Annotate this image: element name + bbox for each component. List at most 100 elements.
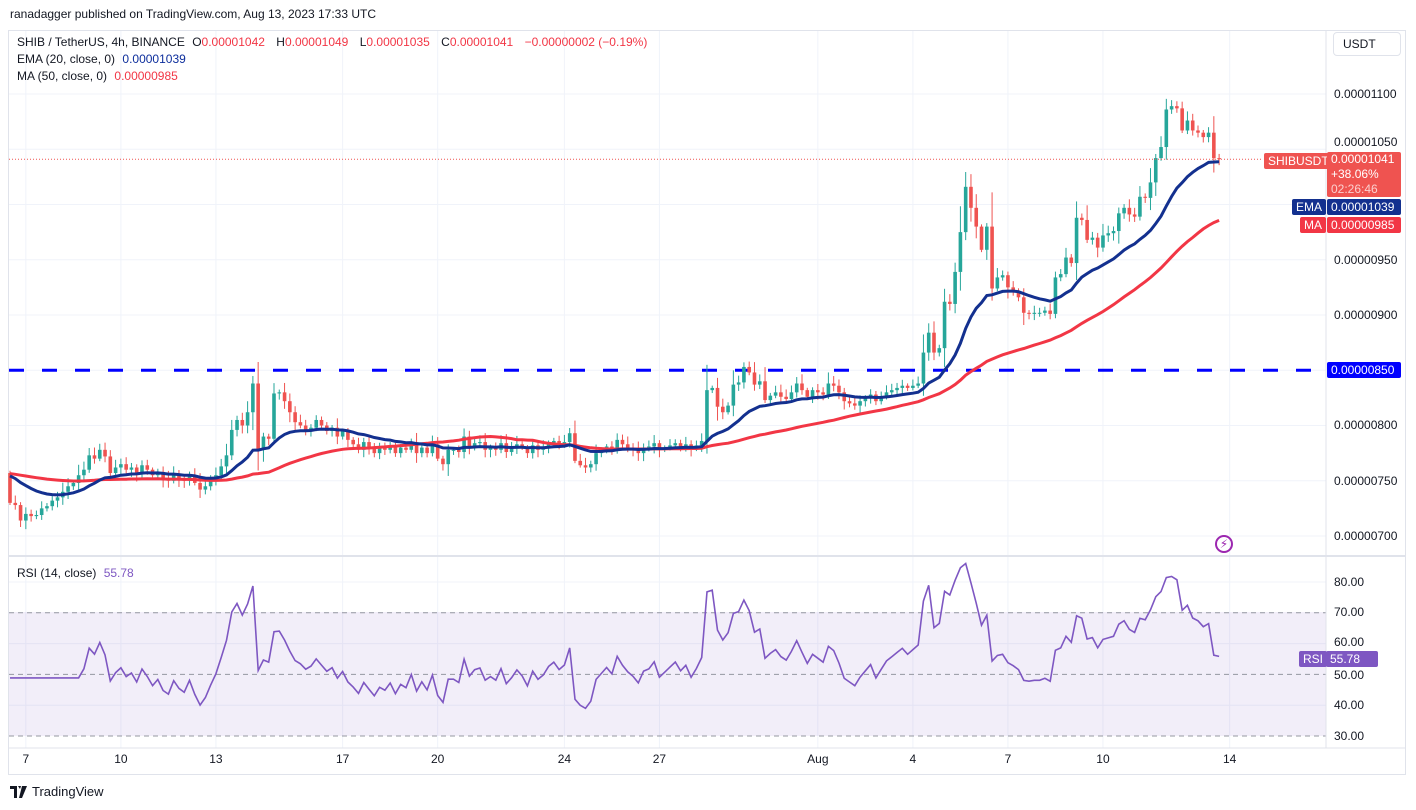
candle-down	[298, 422, 303, 426]
ma-value: 0.00000985	[114, 69, 178, 83]
candle-down	[1175, 106, 1179, 109]
candle-up	[398, 447, 403, 454]
candle-up	[314, 419, 319, 428]
legend-ma-row[interactable]: MA (50, close, 0) 0.00000985	[17, 69, 182, 83]
candle-down	[435, 444, 440, 459]
legend-rsi-row[interactable]: RSI (14, close) 55.78	[17, 566, 138, 580]
ema-value: 0.00001039	[122, 52, 186, 66]
level-price-tag: 0.00000850	[1327, 362, 1401, 378]
candle-down	[578, 460, 583, 466]
rsi-levels	[9, 612, 1326, 737]
tv-logo-icon	[10, 785, 27, 798]
price-tick: 0.00000800	[1334, 418, 1398, 432]
candle-up	[773, 392, 778, 396]
last-price-tag: 0.00001041 +38.06% 02:26:46	[1327, 152, 1401, 197]
rsi-line	[10, 562, 1220, 710]
candle-down	[293, 412, 297, 423]
candle-up	[652, 443, 656, 447]
candle-up	[129, 467, 134, 470]
candle-down	[1080, 217, 1084, 220]
candle-down	[145, 465, 150, 470]
candle-down	[905, 385, 910, 388]
candle-up	[1159, 147, 1163, 159]
candle-down	[367, 442, 371, 448]
candle-up	[863, 397, 868, 402]
close-label: C	[441, 35, 450, 49]
candle-down	[13, 502, 18, 506]
candle-down	[134, 467, 139, 474]
rsi-tag: RSI	[1299, 651, 1328, 667]
candle-up	[1000, 275, 1005, 278]
candle-up	[462, 436, 466, 453]
candle-down	[1201, 132, 1206, 138]
time-tick: 7	[22, 752, 30, 766]
candle-up	[245, 412, 250, 426]
candle-up	[1037, 312, 1042, 314]
candle-down	[335, 427, 340, 437]
candle-up	[45, 506, 49, 509]
legend-ema-row[interactable]: EMA (20, close, 0) 0.00001039	[17, 52, 190, 66]
candle-down	[842, 392, 847, 402]
candle-up	[757, 381, 762, 385]
publisher-line: ranadagger published on TradingView.com,…	[10, 7, 377, 21]
candle-up	[446, 449, 451, 465]
candle-down	[92, 455, 97, 459]
candle-up	[953, 271, 957, 304]
lightning-icon[interactable]: ⚡	[1215, 535, 1233, 553]
candle-down	[583, 465, 588, 468]
candle-up	[963, 186, 968, 233]
candle-up	[119, 464, 123, 468]
candle-up	[34, 515, 39, 517]
candle-down	[8, 473, 12, 503]
high-value: 0.00001049	[284, 35, 349, 49]
candle-up	[224, 455, 229, 467]
candle-up	[926, 332, 931, 353]
candle-up	[736, 382, 741, 385]
candle-up	[900, 385, 905, 388]
rsi-tick: 40.00	[1334, 698, 1365, 712]
candle-up	[895, 387, 899, 391]
candle-up	[377, 447, 382, 454]
change-value: −0.00000002 (−0.19%)	[524, 35, 648, 49]
tradingview-logo[interactable]: TradingView	[10, 784, 104, 799]
currency-button[interactable]: USDT	[1333, 32, 1401, 56]
candle-down	[1069, 257, 1074, 264]
candle-down	[752, 372, 757, 385]
candle-down	[1127, 207, 1132, 215]
time-tick: 20	[430, 752, 445, 766]
candle-up	[673, 443, 678, 446]
candle-down	[1180, 108, 1184, 131]
candle-up	[1169, 106, 1174, 110]
candle-up	[726, 405, 730, 413]
rsi-tick: 30.00	[1334, 729, 1365, 743]
candle-down	[678, 443, 683, 447]
candle-up	[39, 508, 44, 516]
low-label: L	[359, 35, 367, 49]
candle-up	[1153, 158, 1158, 183]
candle-up	[768, 395, 773, 401]
candle-down	[1011, 287, 1015, 292]
candle-down	[108, 456, 113, 474]
ema-price-tag: 0.00001039	[1327, 199, 1401, 215]
candle-up	[171, 474, 176, 481]
candle-down	[319, 419, 324, 426]
candle-up	[995, 277, 1000, 289]
candle-up	[1101, 235, 1105, 248]
candle-up	[87, 455, 91, 470]
candle-down	[979, 226, 984, 250]
candle-up	[826, 383, 831, 395]
candle-up	[203, 486, 208, 490]
candle-down	[493, 447, 498, 450]
candle-up	[420, 447, 424, 454]
candle-up	[66, 486, 70, 492]
candle-up	[684, 444, 688, 447]
candle-down	[974, 207, 979, 227]
candle-up	[879, 396, 883, 402]
symbol-label[interactable]: SHIB / TetherUS, 4h, BINANCE	[17, 35, 185, 49]
candle-up	[24, 513, 28, 521]
rsi-tick: 80.00	[1334, 575, 1365, 589]
candle-up	[55, 497, 60, 501]
candle-up	[1053, 277, 1058, 314]
price-tick: 0.00000750	[1334, 474, 1398, 488]
